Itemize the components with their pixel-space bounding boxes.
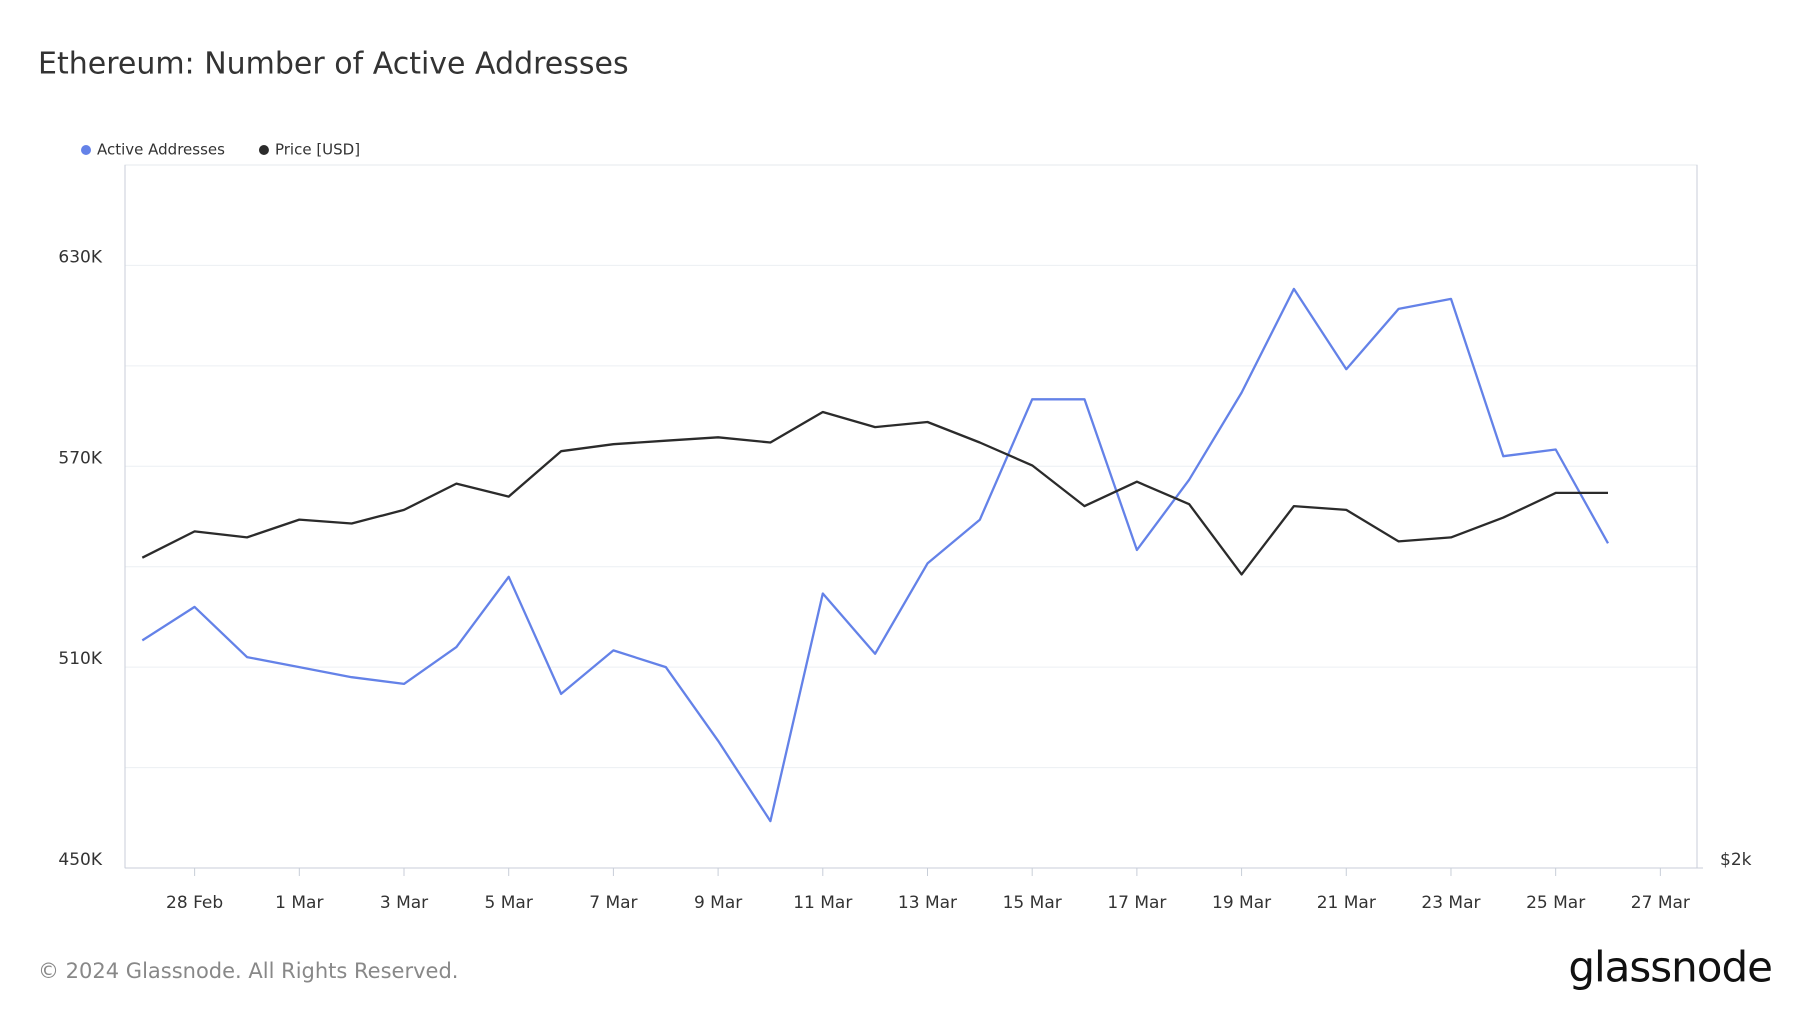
x-tick-label: 21 Mar [1317, 893, 1376, 913]
legend-swatch [81, 145, 91, 155]
x-tick-label: 13 Mar [898, 893, 957, 913]
x-tick-label: 3 Mar [380, 893, 428, 913]
chart-title: Ethereum: Number of Active Addresses [38, 47, 629, 82]
x-tick-label: 1 Mar [275, 893, 323, 913]
y-tick-label: 450K [58, 850, 102, 870]
y2-tick-label: $2k [1720, 850, 1752, 870]
footer: © 2024 Glassnode. All Rights Reserved. [38, 959, 458, 983]
series-line [141, 410, 1608, 576]
legend-swatch [258, 145, 269, 155]
y-tick-label: 630K [58, 247, 102, 267]
y-tick-label: 570K [58, 448, 102, 468]
brand-logo: glassnode [1568, 943, 1772, 992]
legend-label: Price [USD] [275, 141, 360, 159]
x-tick-label: 19 Mar [1212, 893, 1271, 913]
x-tick-label: 15 Mar [1003, 893, 1062, 913]
y-tick-label: 510K [58, 649, 102, 669]
x-tick-label: 27 Mar [1631, 893, 1690, 913]
x-tick-label: 9 Mar [694, 893, 742, 913]
x-tick-label: 25 Mar [1526, 893, 1585, 913]
series-line [141, 287, 1610, 823]
x-tick-label: 23 Mar [1421, 893, 1480, 913]
x-tick-label: 11 Mar [793, 893, 852, 913]
legend-label: Active Addresses [97, 141, 225, 159]
x-tick-label: 7 Mar [589, 893, 637, 913]
x-tick-label: 28 Feb [166, 893, 223, 913]
x-tick-label: 17 Mar [1107, 893, 1166, 913]
plot-frame [124, 164, 1698, 869]
x-tick-label: 5 Mar [485, 893, 533, 913]
